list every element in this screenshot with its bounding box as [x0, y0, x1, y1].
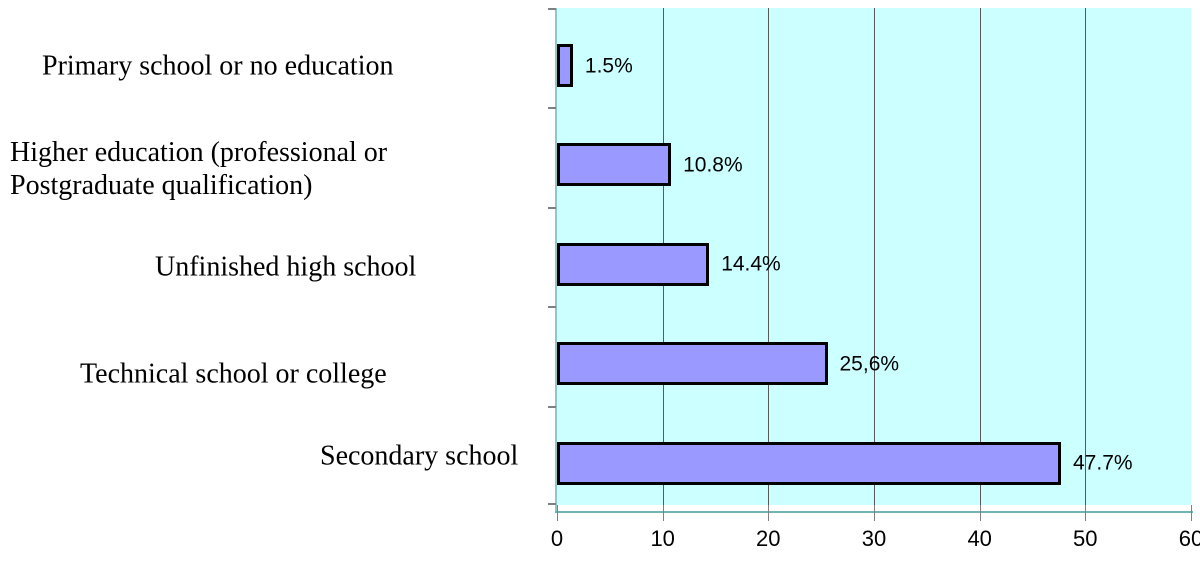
value-tick: [557, 505, 558, 521]
bar: [557, 441, 1061, 485]
value-tick-label: 50: [1073, 526, 1098, 551]
category-axis-line: [555, 8, 557, 513]
category-tick: [548, 206, 556, 209]
value-tick-label: 40: [967, 526, 992, 551]
plot-area: 1.5% 10.8% 14.4% 25,6% 47.7%: [557, 8, 1191, 505]
value-tick-label: 10: [650, 526, 675, 551]
value-tick-label: 20: [756, 526, 781, 551]
bar-value-label: 14.4%: [721, 252, 781, 276]
bar-value-label: 47.7%: [1073, 451, 1133, 475]
value-tick: [1191, 505, 1192, 521]
category-tick: [548, 503, 556, 505]
value-tick: [874, 505, 875, 521]
category-label: Technical school or college: [80, 358, 387, 390]
value-tick-label: 60: [1178, 526, 1200, 551]
category-tick: [548, 405, 556, 408]
value-tick-label: 0: [550, 526, 564, 551]
bar-value-label: 1.5%: [584, 54, 633, 77]
gridline: [768, 8, 770, 505]
bar: [557, 342, 828, 386]
value-tick: [768, 505, 770, 521]
category-label: Unfinished high school: [155, 251, 417, 283]
category-tick: [548, 107, 556, 110]
value-tick: [1085, 505, 1087, 521]
category-tick: [548, 8, 556, 10]
bar-value-label: 10.8%: [683, 153, 743, 177]
category-label: Higher education (professional or Postgr…: [10, 137, 388, 201]
gridline: [1085, 8, 1087, 505]
bar-value-label: 25,6%: [839, 352, 900, 376]
value-tick-label: 30: [861, 526, 887, 551]
bar: [557, 242, 710, 286]
bar: [557, 143, 672, 187]
category-label: Primary school or no education: [42, 50, 394, 82]
category-tick: [548, 306, 556, 309]
bar: [557, 44, 573, 87]
gridline: [979, 8, 981, 505]
category-label: Secondary school: [320, 440, 519, 472]
value-tick: [662, 505, 664, 521]
value-tick: [979, 505, 981, 521]
gridline: [874, 8, 875, 505]
